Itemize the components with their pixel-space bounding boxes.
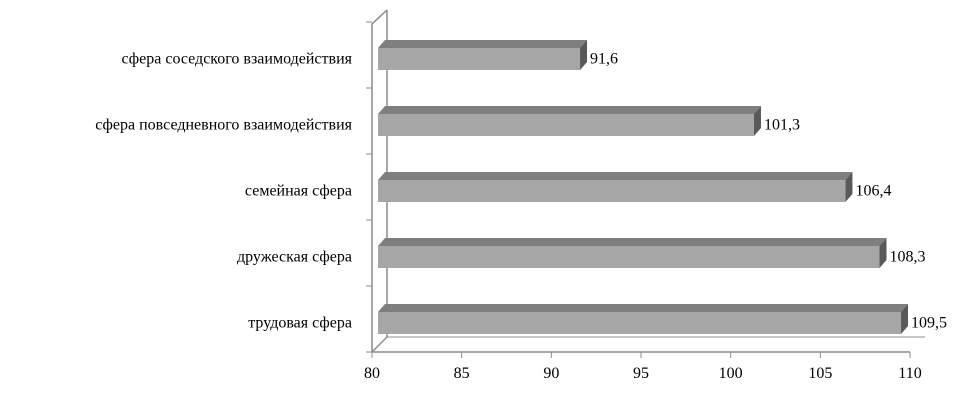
bar bbox=[378, 114, 754, 136]
category-label: трудовая сфера bbox=[248, 315, 352, 332]
data-label: 108,3 bbox=[890, 249, 926, 266]
bar-side-face bbox=[580, 40, 588, 70]
bar-top-face bbox=[378, 304, 909, 312]
bar-side-face bbox=[879, 238, 887, 268]
labels: 80 85 90 95 100 105 110 91,6 сфера соседского вз… bbox=[95, 51, 947, 382]
data-label: 109,5 bbox=[911, 315, 947, 332]
x-tick-label: 105 bbox=[808, 365, 832, 382]
category-label: дружеская сфера bbox=[237, 249, 352, 266]
bar-top-face bbox=[378, 238, 887, 246]
back-wall-edge bbox=[371, 9, 388, 352]
category-label: семейная сфера bbox=[245, 183, 352, 200]
category-label: сфера соседского взаимодействия bbox=[122, 51, 353, 68]
bar bbox=[378, 312, 902, 334]
x-tick-label: 85 bbox=[454, 365, 470, 382]
bar bbox=[378, 180, 846, 202]
bar bbox=[378, 48, 581, 70]
bars bbox=[378, 40, 909, 334]
bar-top-face bbox=[378, 40, 588, 48]
bar-side-face bbox=[753, 106, 761, 136]
bar-side-face bbox=[901, 304, 909, 334]
x-tick-label: 100 bbox=[719, 365, 743, 382]
data-label: 101,3 bbox=[764, 117, 800, 134]
data-label: 106,4 bbox=[855, 183, 891, 200]
floor-depth-edge bbox=[371, 336, 388, 353]
x-tick-label: 80 bbox=[364, 365, 380, 382]
bar-side-face bbox=[845, 172, 853, 202]
bar bbox=[378, 246, 880, 268]
x-tick-label: 95 bbox=[633, 365, 649, 382]
data-label: 91,6 bbox=[590, 51, 618, 68]
bar-top-face bbox=[378, 106, 761, 114]
bar-top-face bbox=[378, 172, 853, 180]
x-tick-label: 110 bbox=[898, 365, 921, 382]
x-tick-label: 90 bbox=[543, 365, 559, 382]
category-label: сфера повседневного взаимодействия bbox=[95, 117, 352, 134]
